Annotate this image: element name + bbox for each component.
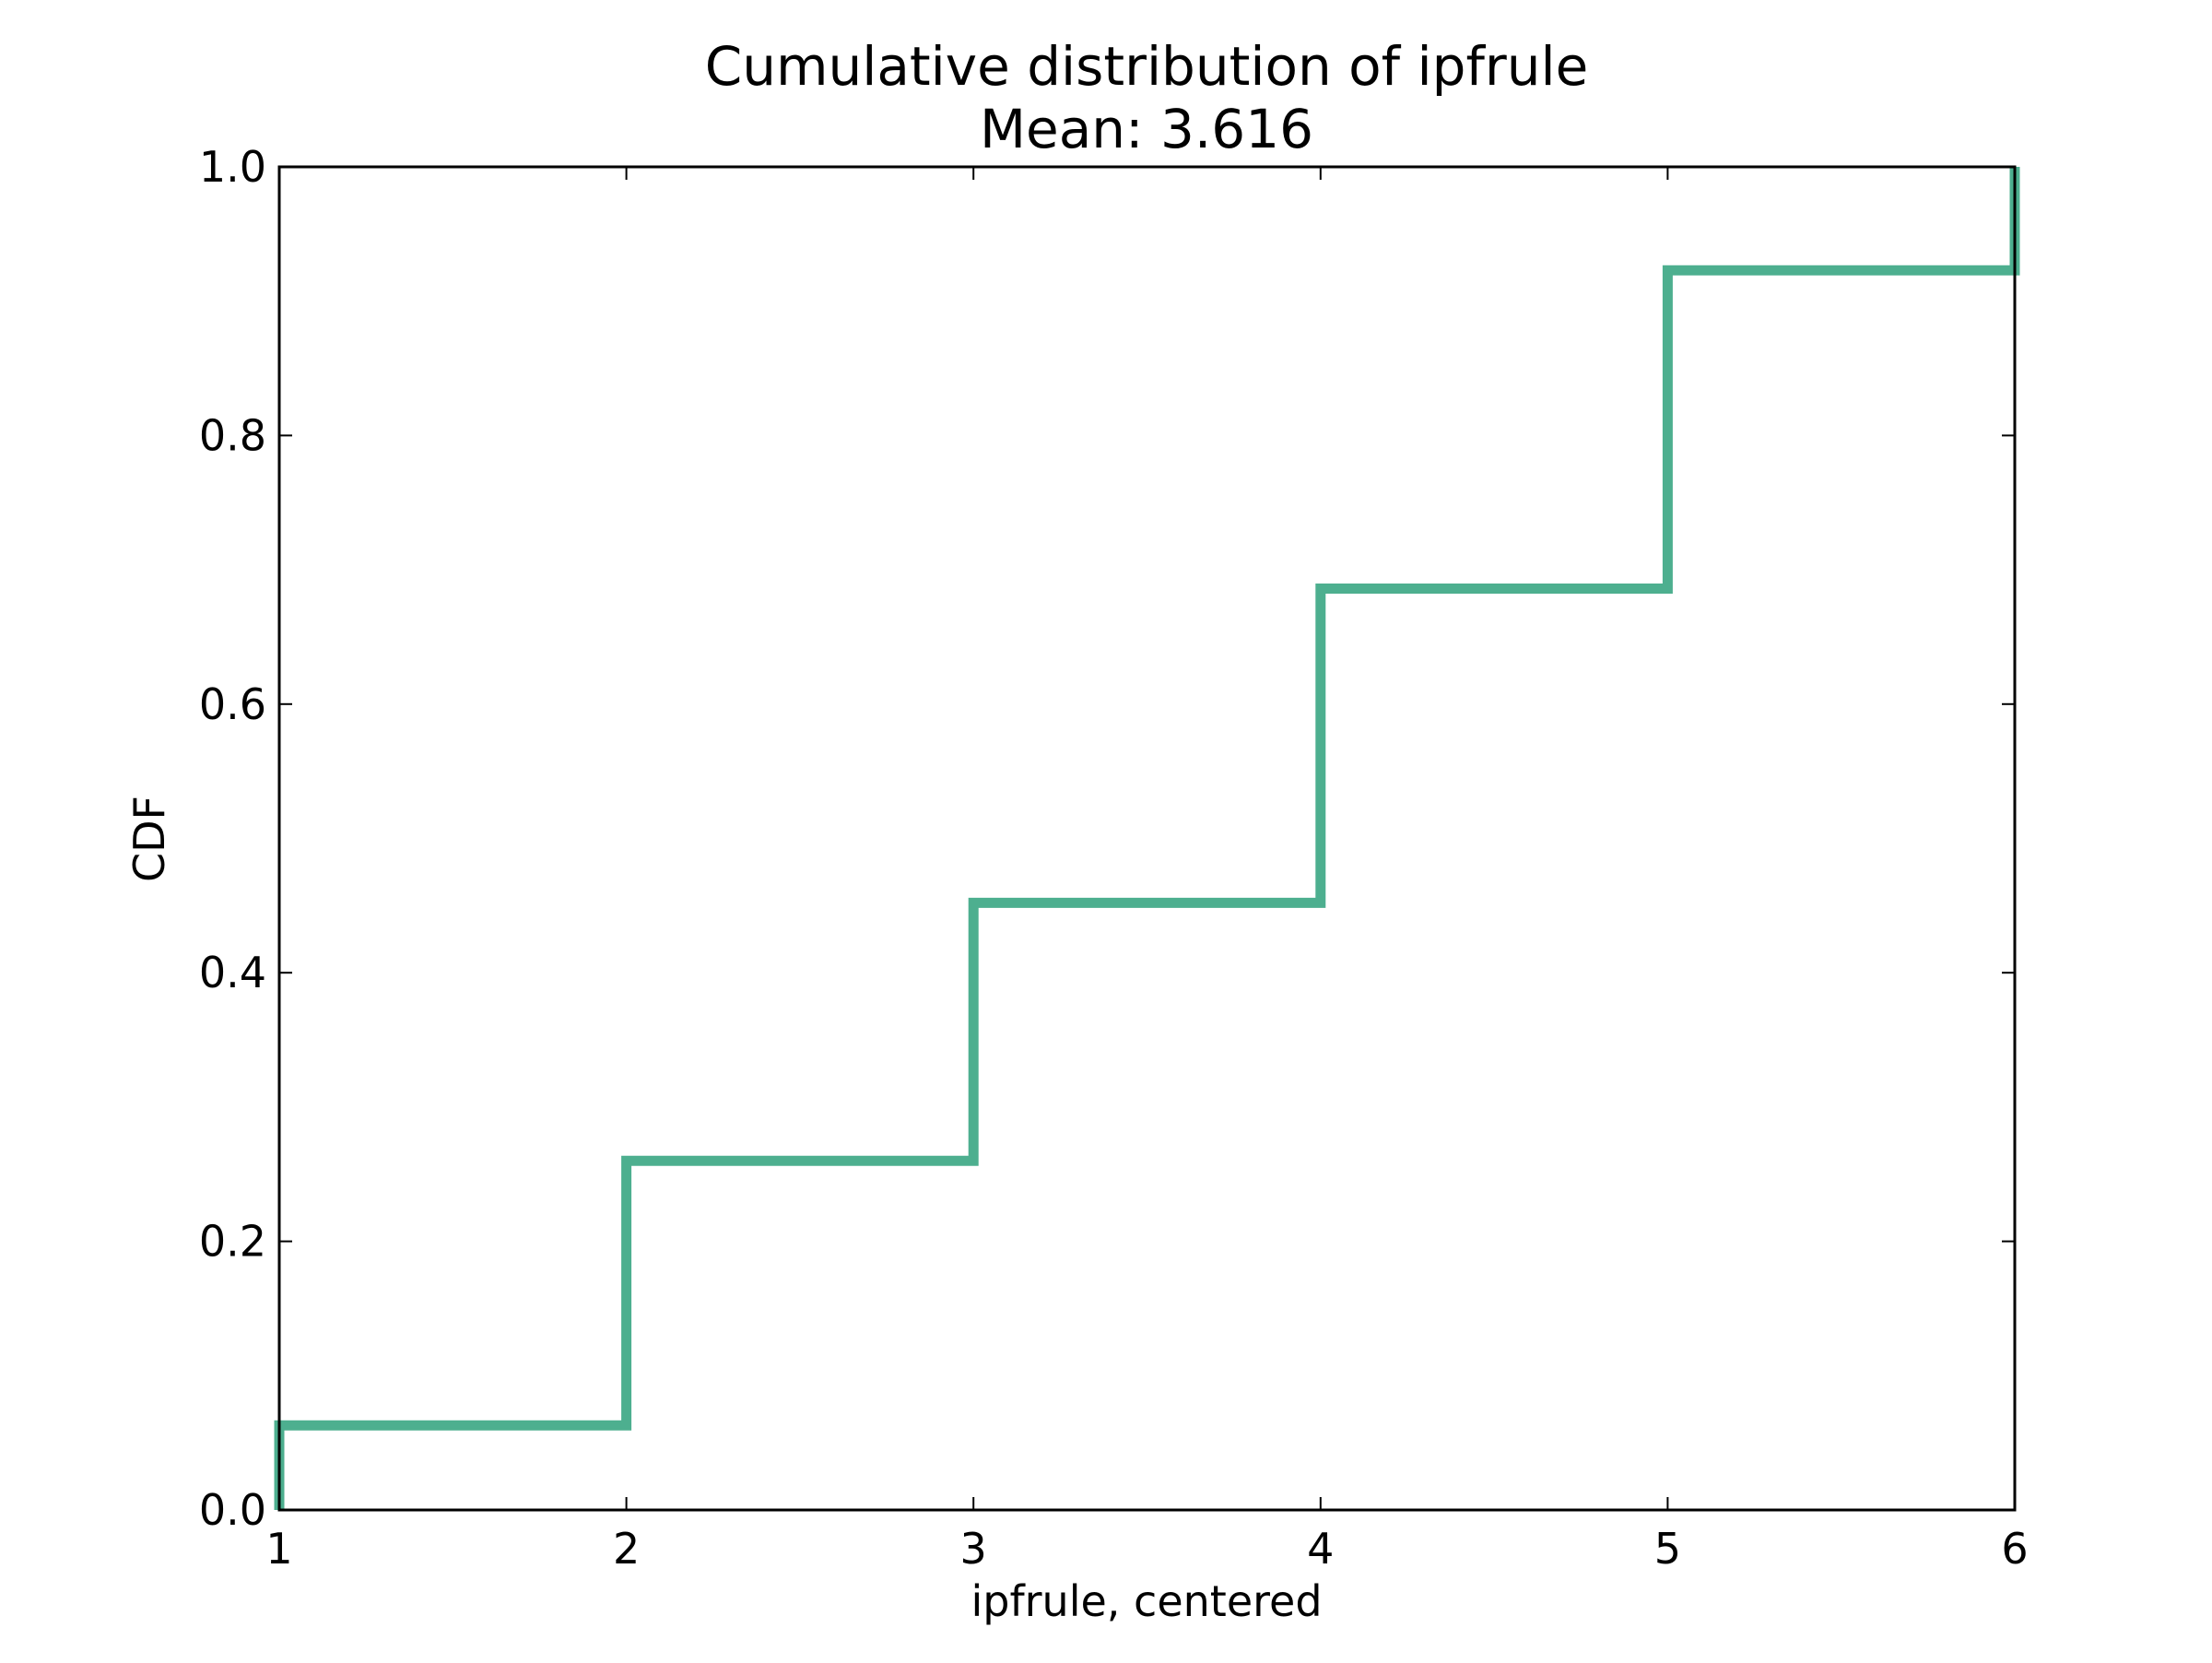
- y-tick-label: 0.4: [199, 948, 266, 997]
- y-tick-label: 0.6: [199, 679, 266, 729]
- x-tick-label: 5: [1654, 1524, 1681, 1574]
- chart-title: Cumulative distribution of ipfrule: [705, 35, 1589, 98]
- x-tick-label: 4: [1307, 1524, 1334, 1574]
- y-tick-label: 0.8: [199, 410, 266, 460]
- y-tick-label: 0.2: [199, 1217, 266, 1267]
- x-axis-label: ipfrule, centered: [971, 1576, 1322, 1626]
- plot-frame: [277, 165, 2017, 1512]
- y-axis-label: CDF: [124, 796, 174, 882]
- chart-subtitle: Mean: 3.616: [980, 98, 1313, 160]
- x-tick-label: 1: [265, 1524, 292, 1574]
- cdf-step-line: [274, 167, 2020, 1510]
- x-tick-label: 2: [613, 1524, 640, 1574]
- x-tick-label: 3: [960, 1524, 987, 1574]
- y-tick-label: 0.0: [199, 1485, 266, 1535]
- x-tick-label: 6: [2001, 1524, 2028, 1574]
- ticks-layer: 1 2 3 4 5 6 0.0 0.2 0.4 0.6 0.8 1.0: [199, 142, 2029, 1574]
- series-layer: [274, 167, 2020, 1510]
- y-tick-label: 1.0: [199, 142, 266, 192]
